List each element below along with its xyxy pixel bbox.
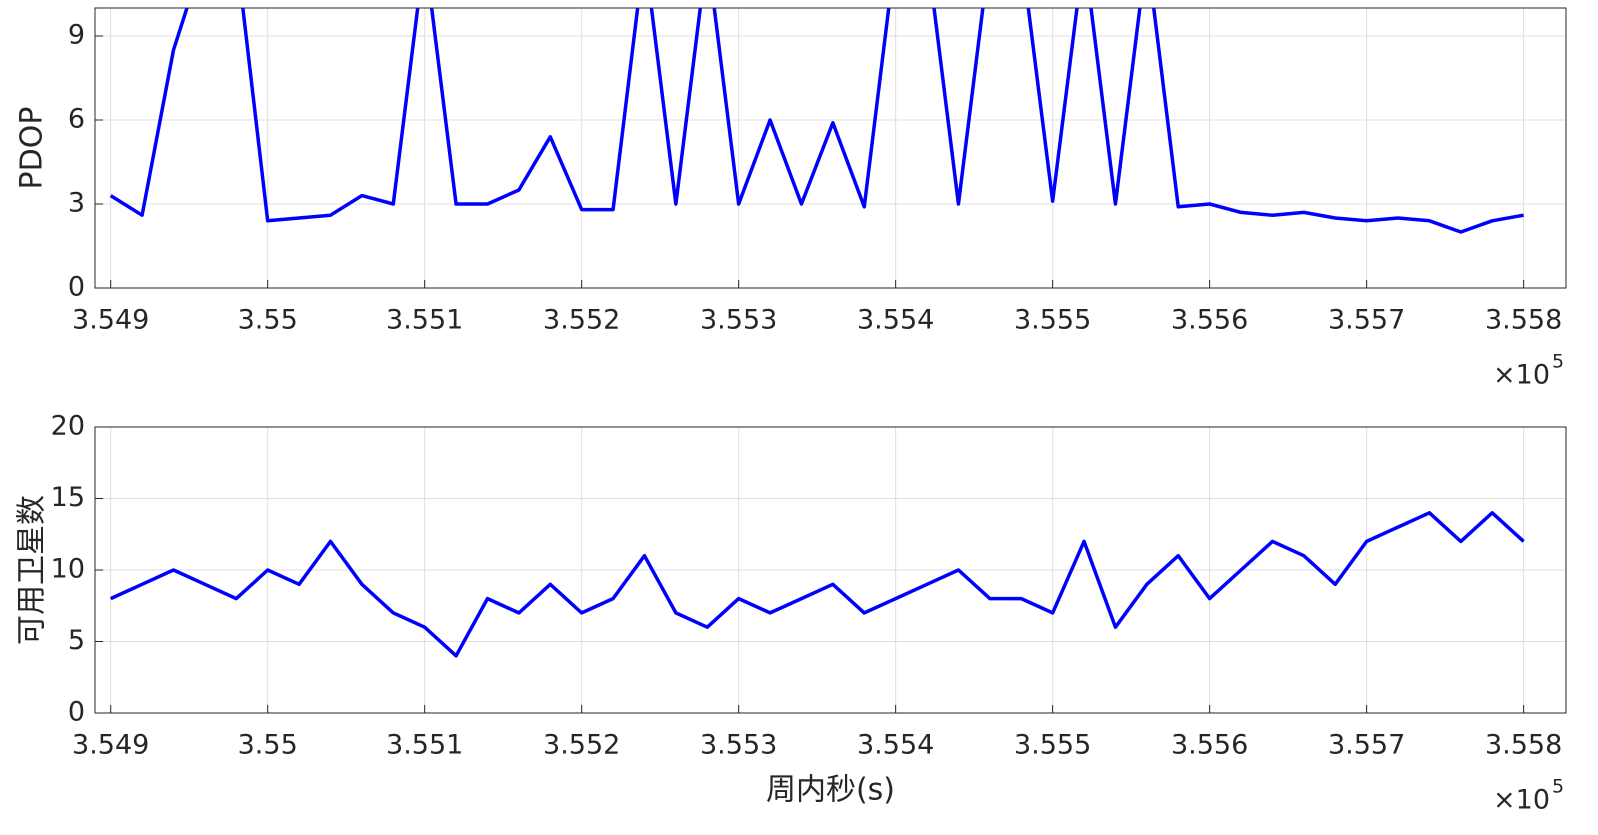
x-tick-label: 3.551 xyxy=(386,305,463,336)
y-tick-label: 15 xyxy=(51,482,85,513)
x-tick-label: 3.552 xyxy=(543,305,620,336)
x-multiplier-exp: 5 xyxy=(1552,351,1564,373)
x-axis-label: 周内秒(s) xyxy=(766,773,895,808)
y-axis-label: PDOP xyxy=(15,107,50,190)
y-tick-label: 10 xyxy=(51,554,85,585)
data-line xyxy=(109,511,1525,658)
data-line xyxy=(109,8,1524,234)
x-tick-label: 3.557 xyxy=(1328,730,1405,761)
x-tick-label: 3.555 xyxy=(1014,730,1091,761)
x-multiplier: ×10 xyxy=(1493,360,1550,391)
y-axis-label: 可用卫星数 xyxy=(15,495,50,645)
x-tick-label: 3.553 xyxy=(700,305,777,336)
x-tick-label: 3.55 xyxy=(238,730,298,761)
y-tick-label: 0 xyxy=(68,272,85,303)
x-tick-label: 3.549 xyxy=(72,730,149,761)
x-tick-label: 3.558 xyxy=(1485,305,1562,336)
x-multiplier: ×10 xyxy=(1493,785,1550,816)
x-tick-label: 3.558 xyxy=(1485,730,1562,761)
series-group xyxy=(109,8,1524,234)
y-tick-label: 9 xyxy=(68,20,85,51)
x-tick-label: 3.555 xyxy=(1014,305,1091,336)
y-tick-label: 0 xyxy=(68,697,85,728)
x-tick-label: 3.554 xyxy=(857,305,934,336)
x-tick-label: 3.553 xyxy=(700,730,777,761)
y-tick-label: 5 xyxy=(68,625,85,656)
x-tick-label: 3.549 xyxy=(72,305,149,336)
axes-box xyxy=(94,7,1567,289)
x-multiplier-exp: 5 xyxy=(1552,776,1564,798)
y-tick-label: 3 xyxy=(68,188,85,219)
x-tick-label: 3.556 xyxy=(1171,730,1248,761)
x-tick-label: 3.55 xyxy=(238,305,298,336)
y-tick-label: 20 xyxy=(51,411,85,442)
plot-area xyxy=(95,8,1566,288)
x-tick-label: 3.551 xyxy=(386,730,463,761)
series-group xyxy=(109,511,1525,658)
x-tick-label: 3.557 xyxy=(1328,305,1405,336)
y-tick-label: 6 xyxy=(68,104,85,135)
axes-box xyxy=(94,426,1567,714)
x-tick-label: 3.552 xyxy=(543,730,620,761)
x-tick-label: 3.556 xyxy=(1171,305,1248,336)
x-tick-label: 3.554 xyxy=(857,730,934,761)
